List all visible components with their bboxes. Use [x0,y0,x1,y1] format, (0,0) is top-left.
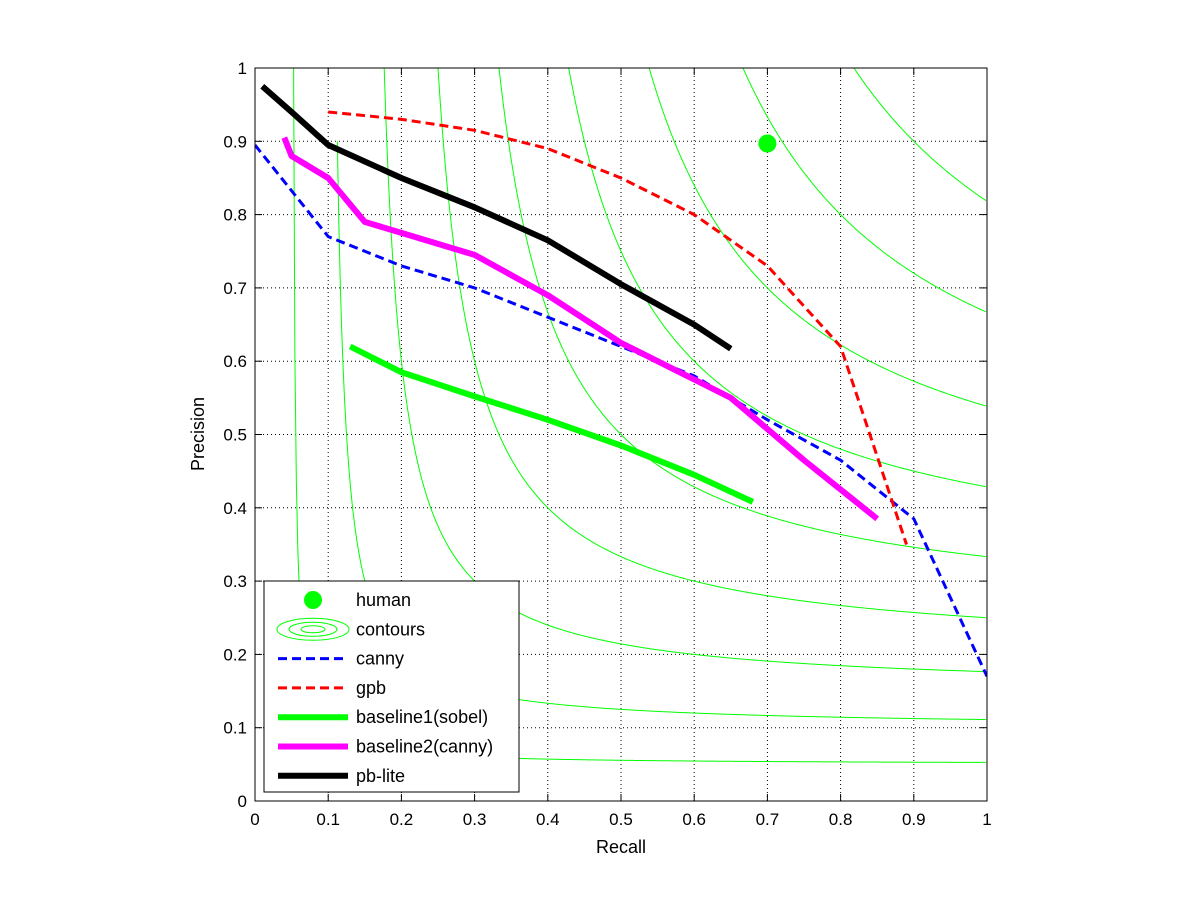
series-group [255,84,987,678]
legend-label-pb-lite: pb-lite [356,766,405,786]
y-tick-label: 0.6 [223,352,247,371]
iso-f-contour [498,68,986,558]
y-tick-label: 0.1 [223,719,247,738]
series-line-canny [255,144,987,678]
legend: human contours canny gpb baseline1(sobel) bas… [263,580,520,793]
y-tick-label: 0.3 [223,572,247,591]
legend-box [263,580,520,793]
x-tick-label: 0.2 [390,810,414,829]
iso-f-contour [568,68,986,488]
x-tick-label: 0.6 [682,810,706,829]
x-tick-label: 0.5 [609,810,633,829]
x-tick-label: 1 [982,810,991,829]
legend-swatch-contours [276,617,350,641]
y-tick-label: 0.9 [223,132,247,151]
legend-label-baseline1-sobel-: baseline1(sobel) [356,707,488,727]
y-tick-label: 0.4 [223,499,247,518]
x-axis-label: Recall [596,837,646,857]
x-tick-label: 0.3 [463,810,487,829]
legend-label-human: human [356,590,411,610]
y-tick-label: 0 [238,792,247,811]
series-line-baseline1-sobel- [348,343,755,505]
y-tick-label: 0.2 [223,645,247,664]
y-tick-label: 0.8 [223,206,247,225]
iso-f-contour [437,68,986,619]
iso-f-contour [742,68,987,313]
legend-swatch-human [304,591,322,609]
series-line-baseline2-canny- [281,136,880,522]
series-line-gpb [328,110,908,545]
legend-label-contours: contours [356,619,425,639]
legend-label-baseline2-canny-: baseline2(canny) [356,737,493,757]
x-tick-label: 0.8 [829,810,853,829]
legend-label-gpb: gpb [356,678,386,698]
x-tick-label: 0 [250,810,259,829]
series-line-pb-lite [260,84,733,352]
x-tick-label: 0.1 [316,810,340,829]
human-point [758,134,777,153]
iso-f-contour [853,68,987,201]
x-tick-label: 0.4 [536,810,560,829]
x-tick-label: 0.9 [902,810,926,829]
legend-label-canny: canny [356,649,404,669]
x-tick-label: 0.7 [756,810,780,829]
y-tick-label: 0.5 [223,426,247,445]
iso-f-contour [648,68,987,407]
y-tick-label: 0.7 [223,279,247,298]
points-group [758,134,777,153]
axis-ticks: 0 0.1 0.2 0.3 0.4 0.5 0.6 0.7 0.8 0.9 1 0 0.1 0.2 0.3 0… [223,59,991,829]
y-axis-label: Precision [188,397,208,471]
y-tick-label: 1 [238,59,247,78]
